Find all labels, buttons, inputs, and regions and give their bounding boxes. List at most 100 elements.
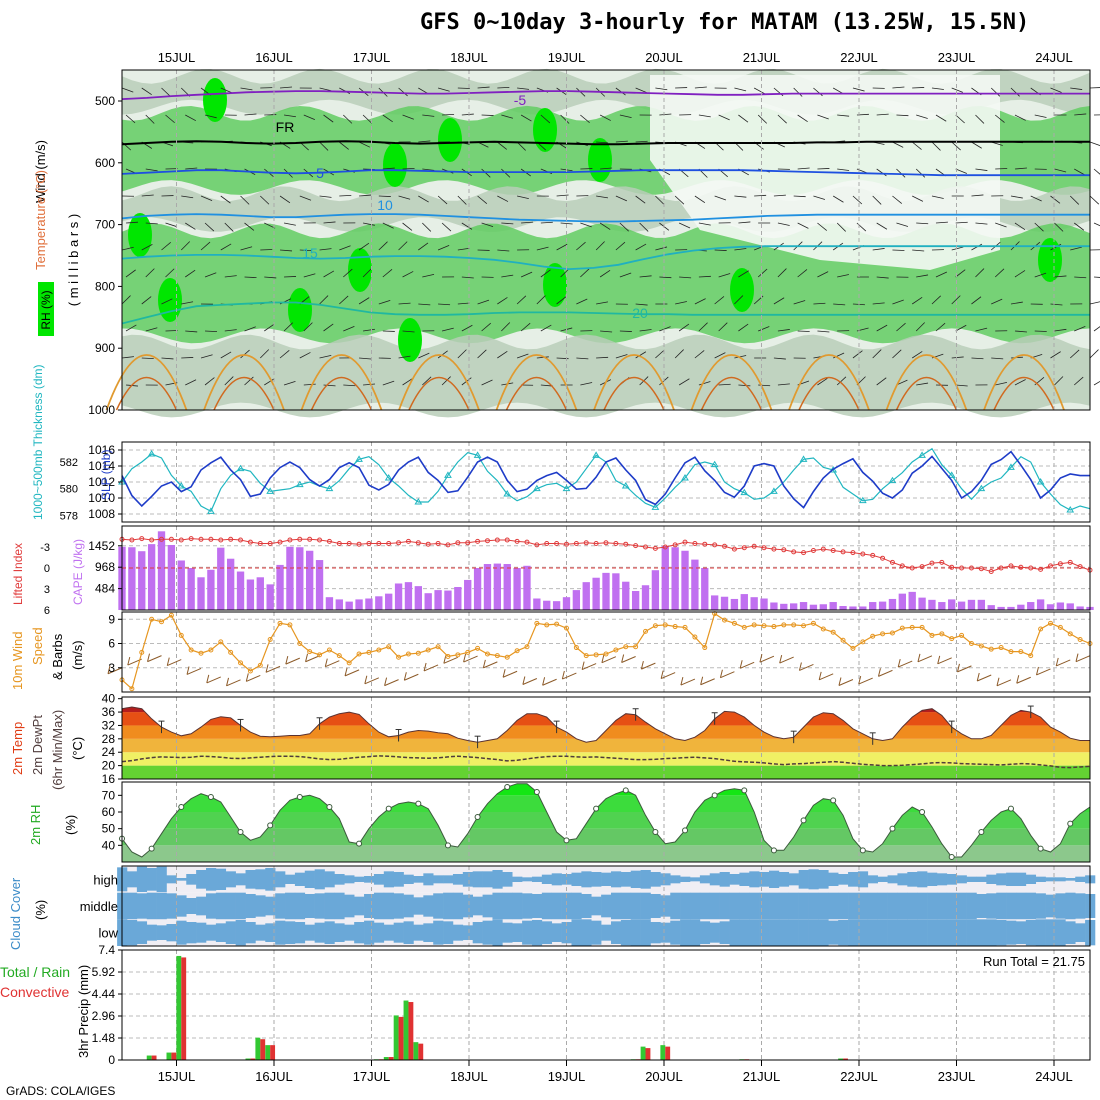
- wind-barb: [125, 324, 137, 332]
- thickness-marker: [888, 476, 897, 484]
- wind-barb: [556, 243, 568, 251]
- cloud-cell: [660, 873, 671, 886]
- cape-frame: [121, 525, 1091, 611]
- wind-speed-marker: [909, 624, 915, 630]
- isotherm-line: [121, 301, 1090, 325]
- wind-barb: [635, 243, 647, 251]
- cape-bar: [987, 605, 995, 610]
- cloud-cell: [699, 921, 711, 944]
- wind-barb: [220, 195, 231, 204]
- wind10m-barb: [641, 662, 656, 670]
- wind-speed-marker: [346, 660, 352, 666]
- wind-barb: [615, 241, 626, 251]
- li-marker: [583, 540, 589, 546]
- wind-barb: [1050, 87, 1062, 93]
- wind-barb: [675, 301, 687, 305]
- li-marker: [801, 550, 807, 556]
- cloud-cell: [512, 892, 523, 920]
- cloud-cell: [996, 873, 1007, 886]
- wind-speed-marker: [741, 624, 747, 630]
- cloud-cell: [186, 874, 197, 885]
- li-marker: [959, 565, 965, 571]
- cloud-cell: [887, 892, 898, 920]
- wind-barb: [481, 322, 491, 332]
- cloud-cell: [354, 896, 365, 916]
- cloud-cell: [739, 892, 750, 920]
- precip-ytick-label: 5.92: [92, 965, 116, 979]
- wind10m-barb-flag: [719, 669, 723, 678]
- wind-barb: [560, 114, 570, 124]
- cloud-cell: [927, 892, 938, 920]
- wind-barb: [655, 195, 665, 205]
- cloud-cell: [719, 892, 730, 920]
- wind-barb: [165, 114, 175, 124]
- wind-barb: [635, 195, 646, 204]
- cloud-cell: [610, 871, 622, 888]
- wind-barb: [718, 322, 728, 332]
- li-marker: [791, 549, 797, 555]
- wind-barb: [659, 326, 671, 332]
- cloud-cell: [591, 920, 602, 945]
- wind-barb: [738, 114, 749, 123]
- cape-bar: [730, 598, 739, 610]
- wind-barb: [892, 299, 904, 305]
- wind-barb: [283, 114, 296, 118]
- wind-barb: [244, 326, 256, 332]
- wind10m-barb-flag: [245, 673, 249, 682]
- wind-barb: [714, 352, 726, 359]
- bottom-date-label: 17JUL: [353, 1069, 391, 1084]
- cloud-cell: [433, 920, 444, 945]
- wind-barb: [777, 329, 790, 332]
- wind-speed-marker: [1077, 636, 1083, 642]
- wind-barb: [520, 271, 533, 278]
- wind10m-barb-flag: [463, 653, 467, 663]
- wind-speed-marker: [751, 622, 757, 628]
- cloud-cell: [561, 874, 572, 885]
- cloud-cell: [591, 872, 602, 887]
- precip-conv-bar: [181, 957, 187, 1060]
- cape-bar: [345, 601, 353, 610]
- wind-barb: [817, 377, 828, 386]
- cape-bar: [691, 559, 699, 610]
- li-marker: [366, 541, 372, 546]
- wind-barb: [753, 87, 765, 95]
- wind-barb: [240, 195, 250, 205]
- cloud-cell: [522, 893, 533, 919]
- wind-barb: [754, 194, 767, 197]
- cloud-cell: [1055, 919, 1066, 946]
- cloud-cell: [1025, 920, 1037, 946]
- temp-ylabel-4: (°C): [70, 737, 85, 760]
- warm-contour: [895, 377, 958, 411]
- precip-conv-bar: [418, 1043, 424, 1060]
- isotherm-line: [121, 213, 1090, 223]
- wind-barb: [576, 357, 589, 360]
- wind-barb: [951, 87, 964, 93]
- precip-ylabel: 3hr Precip (mm): [76, 965, 91, 1058]
- cape-bar: [829, 602, 837, 610]
- wind10m-barb-flag: [305, 653, 309, 662]
- wind-speed-marker: [297, 641, 303, 647]
- wind10m-barb: [601, 656, 617, 664]
- wind-barb: [240, 87, 253, 91]
- wind-speed-marker: [218, 639, 224, 645]
- rh-marker: [474, 814, 481, 820]
- wind-barb: [121, 87, 134, 93]
- li-marker: [899, 563, 905, 569]
- cape-bar: [217, 547, 225, 610]
- cloud-cell: [334, 874, 345, 885]
- rh-marker: [237, 829, 244, 835]
- cloud-cell: [877, 892, 888, 920]
- wind-barb: [363, 328, 375, 332]
- li-marker: [870, 552, 876, 558]
- cape-bar: [760, 598, 768, 610]
- cape-bar: [187, 568, 195, 610]
- wind10m-barb-flag: [798, 662, 802, 671]
- wind-barb: [734, 87, 747, 92]
- cape-bar: [869, 602, 877, 610]
- cloud-cell: [640, 919, 651, 946]
- li-marker: [415, 540, 421, 546]
- cloud-cell: [640, 870, 651, 889]
- cloud-cell: [334, 923, 345, 942]
- wind10m-barb: [977, 674, 992, 682]
- li-marker: [336, 541, 342, 546]
